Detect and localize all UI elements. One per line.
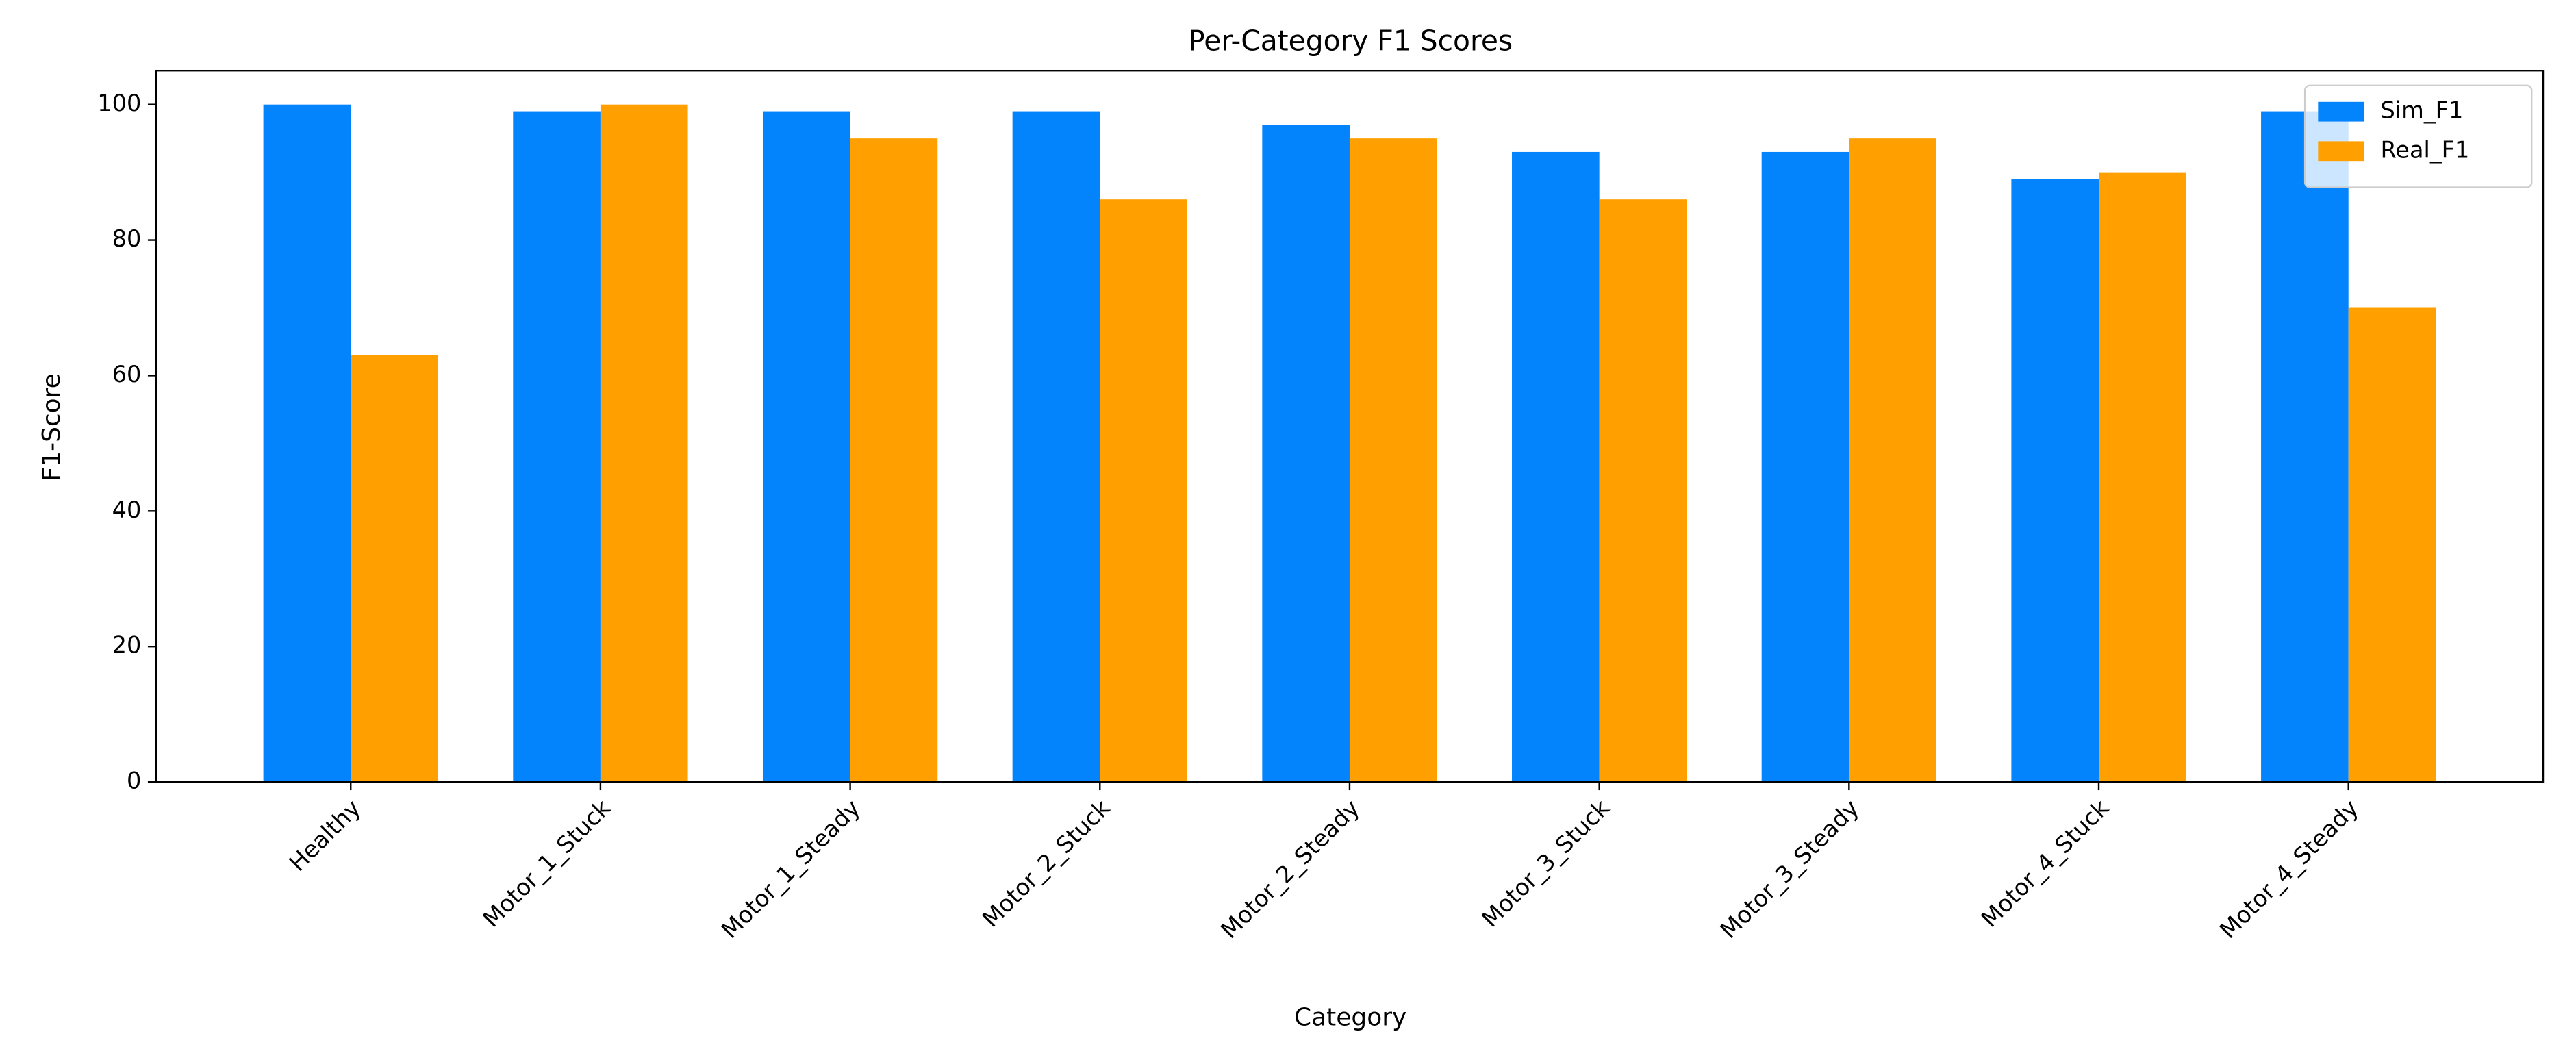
bar — [1349, 138, 1437, 783]
bar — [263, 104, 351, 783]
bar — [1761, 151, 1849, 783]
legend-label: Sim_F1 — [2380, 97, 2463, 124]
y-tick-label: 100 — [97, 90, 141, 116]
plot-frame — [155, 70, 2545, 783]
bar — [2348, 307, 2436, 783]
y-tick-label: 0 — [127, 768, 141, 794]
x-tick-label: Motor_3_Stuck — [1476, 794, 1615, 933]
bar — [2011, 179, 2099, 783]
y-tick-label: 60 — [112, 361, 142, 388]
x-tick-label: Motor_4_Steady — [2214, 794, 2364, 944]
legend-swatch — [2318, 141, 2364, 162]
bar — [1100, 199, 1187, 783]
x-tick-label: Motor_1_Steady — [716, 794, 866, 944]
bar — [1012, 111, 1100, 783]
x-tick-label: Motor_1_Stuck — [478, 794, 616, 933]
x-tick-label: Motor_3_Steady — [1715, 794, 1865, 944]
bar — [2261, 111, 2349, 783]
bar — [1599, 199, 1687, 783]
bar — [850, 138, 938, 783]
x-tick-label: Healthy — [284, 794, 366, 876]
legend-label: Real_F1 — [2380, 136, 2469, 163]
bar — [1849, 138, 1936, 783]
legend-swatch — [2318, 101, 2364, 122]
bar — [351, 355, 438, 783]
x-axis-label: Category — [1294, 1004, 1406, 1032]
bar — [1512, 151, 1600, 783]
x-tick-label: Motor_2_Steady — [1215, 794, 1365, 944]
x-tick-label: Motor_2_Stuck — [977, 794, 1115, 933]
bar — [1262, 125, 1350, 783]
bar — [600, 104, 688, 783]
y-tick-label: 40 — [112, 496, 142, 523]
y-tick-label: 80 — [112, 225, 142, 252]
x-tick-label: Motor_4_Stuck — [1976, 794, 2114, 933]
y-axis-label: F1-Score — [38, 373, 66, 481]
bar — [2099, 172, 2186, 783]
chart-title: Per-Category F1 Scores — [1188, 24, 1513, 57]
y-tick-label: 20 — [112, 632, 142, 659]
bar — [762, 111, 850, 783]
bar — [513, 111, 601, 783]
